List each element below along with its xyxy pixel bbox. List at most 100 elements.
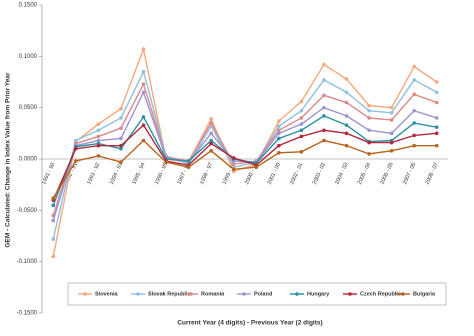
x-tick-label: 2007 - 06 [402,162,417,186]
data-point [434,100,439,105]
x-tick-label: 1991 - 90 [41,162,56,186]
data-point [344,77,349,81]
series-line [52,69,438,240]
y-axis-label: GEM - Calculated: Change in Index Value … [5,72,12,248]
data-point [389,140,394,145]
legend-label: Poland [254,291,272,297]
y-tick-label: 0.0500 [19,105,38,111]
data-point [119,146,123,151]
y-tick-label: 0.0000 [19,157,38,163]
series-line [52,115,437,206]
data-point [51,218,56,223]
data-point [119,116,123,120]
data-point [141,123,146,127]
legend-marker [348,292,352,296]
data-point [51,254,56,259]
data-point [186,165,191,170]
data-point [277,124,281,128]
x-axis-label: Current Year (4 digits) - Previous Year … [177,320,322,327]
data-point [51,237,56,241]
data-point [119,143,123,148]
data-point [51,203,56,207]
data-point [209,138,213,143]
x-tick-label: 2005 - 04 [357,162,372,186]
data-point [389,118,394,122]
data-point [96,122,101,126]
data-point [367,116,371,120]
data-point [141,115,146,119]
data-point [74,159,78,163]
y-tick-label: -0.1500 [17,311,38,317]
legend-label: Slovak Republic [148,291,191,297]
data-point [231,156,236,160]
data-point [277,151,281,155]
legend-marker [295,292,299,296]
data-point [434,131,439,136]
data-point [389,105,394,110]
data-point [389,111,394,115]
data-point [74,138,78,143]
data-point [119,106,123,111]
series-line [52,139,437,199]
legend-label: Hungary [307,291,330,297]
data-point [141,82,146,86]
x-tick-label: 2001 - 00 [267,162,282,186]
data-point [231,162,236,166]
legend-marker [136,292,140,296]
x-tick-label: 1998 - 97 [199,162,214,186]
x-tick-label: 2008 - 07 [425,162,440,186]
data-point [412,64,416,69]
data-point [277,136,281,141]
data-point [412,78,416,82]
data-point [299,128,304,133]
data-point [96,138,101,143]
data-point [412,121,416,125]
data-point [367,140,371,145]
data-point [367,152,371,156]
data-point [434,116,439,120]
x-tick-label: 1993 - 92 [86,162,101,186]
legend-marker [83,292,87,296]
data-point [96,134,101,139]
data-point [322,138,326,143]
x-tick-label: 1995 - 94 [131,162,146,186]
data-point [141,69,146,74]
data-point [231,167,236,172]
data-point [434,125,439,129]
data-point [344,114,349,118]
x-tick-label: 2004 - 03 [334,162,349,186]
legend-label: Romania [201,291,225,297]
data-point [119,160,123,164]
data-point [322,78,326,82]
data-point [412,108,416,113]
data-point [141,90,146,95]
data-point [344,143,349,148]
data-point [209,141,213,146]
data-point [412,133,416,138]
data-point [322,62,326,67]
data-point [344,123,349,127]
data-point [299,122,304,126]
data-point [322,128,326,133]
data-point [277,143,281,148]
series-line [52,124,437,201]
data-point [412,92,416,97]
x-tick-label: 2002 - 01 [289,162,304,186]
data-point [389,148,394,153]
data-point [322,114,326,118]
data-point [367,103,371,108]
x-tick-label: 1996 - 95 [154,162,169,186]
y-tick-label: 0.1500 [19,3,38,9]
data-point [412,143,416,148]
data-point [209,148,213,153]
data-point [299,116,304,120]
y-tick-label: 0.1000 [19,54,38,60]
data-point [277,128,281,133]
data-point [389,131,394,136]
legend-label: Czech Republic [360,291,401,297]
legend-marker [401,292,405,296]
data-point [96,128,101,133]
data-point [367,128,371,133]
legend-label: Bulgaria [413,291,436,297]
